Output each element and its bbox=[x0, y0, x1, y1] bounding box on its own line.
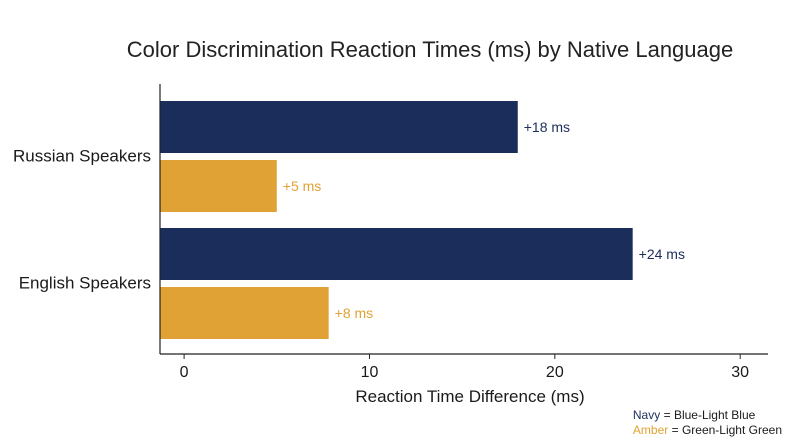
x-tick-label-20: 20 bbox=[546, 364, 564, 381]
category-label-1: Russian Speakers bbox=[13, 147, 151, 166]
bar-amber-1 bbox=[160, 160, 277, 212]
bar-navy-2 bbox=[160, 228, 633, 280]
data-label-amber-1: +5 ms bbox=[283, 178, 322, 194]
legend-desc-navy: Blue-Light Blue bbox=[673, 408, 756, 422]
x-tick-label-0: 0 bbox=[180, 364, 189, 381]
legend-eq-amber: = bbox=[671, 423, 679, 437]
legend-eq-navy: = bbox=[663, 408, 671, 422]
legend-key-navy: Navy bbox=[632, 408, 661, 422]
legend-item-amber: Amber = Green-Light Green bbox=[633, 423, 782, 438]
legend-item-navy: Navy = Blue-Light Blue bbox=[633, 408, 782, 423]
legend: Navy = Blue-Light Blue Amber = Green-Lig… bbox=[633, 408, 782, 438]
legend-key-amber: Amber bbox=[632, 423, 669, 437]
chart-title: Color Discrimination Reaction Times (ms)… bbox=[126, 37, 734, 62]
x-tick-label-30: 30 bbox=[731, 364, 749, 381]
bar-amber-2 bbox=[160, 287, 329, 339]
data-label-amber-2: +8 ms bbox=[335, 305, 374, 321]
bar-navy-1 bbox=[160, 101, 518, 153]
legend-desc-amber: Green-Light Green bbox=[681, 423, 782, 437]
data-label-navy-2: +24 ms bbox=[639, 246, 685, 262]
data-label-navy-1: +18 ms bbox=[524, 119, 570, 135]
x-tick-label-10: 10 bbox=[361, 364, 379, 381]
x-axis-title: Reaction Time Difference (ms) bbox=[355, 387, 584, 406]
category-label-2: English Speakers bbox=[19, 274, 151, 293]
